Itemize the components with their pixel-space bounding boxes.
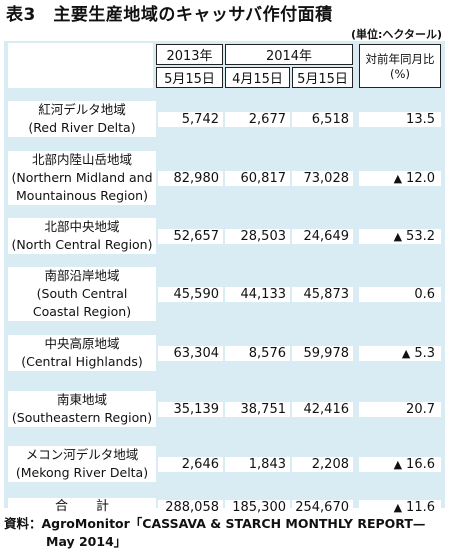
table-row: 北部中央地域 (North Central Region) 52,657 28,503… xyxy=(4,209,445,263)
source-note: 資料：AgroMonitor「CASSAVA & STARCH MONTHLY … xyxy=(4,515,425,551)
region-name-jp: 北部中央地域 xyxy=(44,218,120,234)
value-2014-may: 2,208 xyxy=(292,456,353,472)
ratio-value: 12.0 xyxy=(406,170,435,186)
header-ratio: 対前年同月比(%) xyxy=(359,44,441,88)
region-name-cell: 北部中央地域 (North Central Region) xyxy=(8,217,156,255)
decrease-triangle-icon: ▲ xyxy=(393,457,403,471)
ratio-value: 16.6 xyxy=(406,456,435,472)
decrease-triangle-icon: ▲ xyxy=(401,346,411,360)
total-ratio-cell: ▲ 11.6 xyxy=(359,499,441,515)
table-row: 南部沿岸地域 (South Central Coastal Region) 45,59… xyxy=(4,263,445,325)
value-2014-may: 45,873 xyxy=(292,286,353,302)
total-label: 合計 xyxy=(54,498,137,514)
ratio-cell: 20.7 xyxy=(359,401,441,417)
region-name-en: (Red River Delta) xyxy=(28,120,136,135)
region-name-en: (Southeastern Region) xyxy=(11,410,153,425)
region-name-en: Coastal Region) xyxy=(32,304,132,320)
ratio-value: 53.2 xyxy=(406,228,435,244)
header-year-2014: 2014年 xyxy=(225,44,353,65)
value-2013-may: 2,646 xyxy=(158,456,223,472)
value-2014-may: 59,978 xyxy=(292,345,353,361)
value-2013-may: 5,742 xyxy=(158,111,223,127)
ratio-value: 20.7 xyxy=(406,401,435,417)
value-2013-may: 63,304 xyxy=(158,345,223,361)
region-name-jp: 南東地域 xyxy=(56,391,107,407)
value-2013-may: 35,139 xyxy=(158,401,223,417)
decrease-triangle-icon: ▲ xyxy=(393,500,403,514)
region-name-en: (Northern Midland and xyxy=(11,169,153,185)
ratio-value: 0.6 xyxy=(414,286,435,302)
value-2013-may: 52,657 xyxy=(158,228,223,244)
total-label-cell: 合計 xyxy=(8,497,156,517)
table-row: メコン河デルタ地域 (Mekong River Delta) 2,646 1,843 2… xyxy=(4,437,445,491)
source-line-1: 資料：AgroMonitor「CASSAVA & STARCH MONTHLY … xyxy=(4,516,426,531)
total-ratio-value: 11.6 xyxy=(406,499,435,515)
region-name-jp: メコン河デルタ地域 xyxy=(25,446,139,462)
table-row: 南東地域 (Southeastern Region) 35,139 38,751 42,… xyxy=(4,381,445,437)
header-date-2014-apr: 4月15日 xyxy=(225,67,290,88)
region-name-cell: 紅河デルタ地域 (Red River Delta) xyxy=(8,100,156,138)
value-2014-may: 42,416 xyxy=(292,401,353,417)
region-name-jp: 南部沿岸地域 xyxy=(44,267,120,283)
region-name-jp: 中央高原地域 xyxy=(44,335,120,351)
value-2014-apr: 1,843 xyxy=(225,456,290,472)
total-2014-apr: 185,300 xyxy=(225,499,290,515)
region-name-en: (South Central xyxy=(36,285,128,301)
region-name-jp: 紅河デルタ地域 xyxy=(38,101,126,117)
value-2014-may: 6,518 xyxy=(292,111,353,127)
header-corner-cell xyxy=(4,41,156,91)
region-name-jp: 北部内陸山岳地域 xyxy=(31,151,132,167)
value-2014-apr: 28,503 xyxy=(225,228,290,244)
value-2014-apr: 44,133 xyxy=(225,286,290,302)
value-2014-apr: 8,576 xyxy=(225,345,290,361)
region-name-cell: メコン河デルタ地域 (Mekong River Delta) xyxy=(8,445,156,483)
table-title: 表3 主要生産地域のキャッサバ作付面積 xyxy=(6,5,333,25)
ratio-value: 5.3 xyxy=(414,345,435,361)
header-row-years: 2013年 2014年 対前年同月比(%) xyxy=(4,41,445,88)
value-2014-apr: 38,751 xyxy=(225,401,290,417)
table-row: 中央高原地域 (Central Highlands) 63,304 8,576 59,9… xyxy=(4,325,445,381)
total-row: 合計 288,058 185,300 254,670 ▲ 11.6 xyxy=(4,491,445,524)
cassava-area-table: 2013年 2014年 対前年同月比(%) 5月15日 4月15日 5月15日 … xyxy=(4,41,445,524)
table-row: 北部内陸山岳地域 (Northern Midland and Mountainous… xyxy=(4,147,445,209)
ratio-cell: 0.6 xyxy=(359,286,441,302)
ratio-cell: ▲ 12.0 xyxy=(359,170,441,186)
ratio-cell: 13.5 xyxy=(359,111,441,127)
region-name-en: (Central Highlands) xyxy=(21,354,143,369)
decrease-triangle-icon: ▲ xyxy=(393,229,403,243)
region-name-en: Mountainous Region) xyxy=(16,188,148,204)
ratio-cell: ▲ 16.6 xyxy=(359,456,441,472)
total-2013-may: 288,058 xyxy=(158,499,223,515)
region-name-cell: 中央高原地域 (Central Highlands) xyxy=(8,334,156,372)
ratio-cell: ▲ 5.3 xyxy=(359,345,441,361)
region-name-en: (Mekong River Delta) xyxy=(15,465,149,480)
region-name-cell: 南部沿岸地域 (South Central Coastal Region) xyxy=(8,266,156,322)
decrease-triangle-icon: ▲ xyxy=(393,171,403,185)
source-line-2: May 2014」 xyxy=(46,534,127,550)
ratio-value: 13.5 xyxy=(406,111,435,127)
unit-label: (単位:ヘクタール) xyxy=(350,28,442,41)
header-date-2014-may: 5月15日 xyxy=(292,67,353,88)
value-2014-apr: 60,817 xyxy=(225,170,290,186)
region-name-en: (North Central Region) xyxy=(11,237,153,252)
value-2013-may: 45,590 xyxy=(158,286,223,302)
value-2014-may: 73,028 xyxy=(292,170,353,186)
ratio-cell: ▲ 53.2 xyxy=(359,228,441,244)
region-name-cell: 南東地域 (Southeastern Region) xyxy=(8,390,156,428)
header-row-dates: 5月15日 4月15日 5月15日 xyxy=(4,66,445,91)
value-2013-may: 82,980 xyxy=(158,170,223,186)
region-name-cell: 北部内陸山岳地域 (Northern Midland and Mountainous… xyxy=(8,150,156,206)
table-row: 紅河デルタ地域 (Red River Delta) 5,742 2,677 6,518 1… xyxy=(4,91,445,147)
value-2014-apr: 2,677 xyxy=(225,111,290,127)
header-year-2013: 2013年 xyxy=(156,44,223,65)
value-2014-may: 24,649 xyxy=(292,228,353,244)
total-2014-may: 254,670 xyxy=(292,499,353,515)
header-date-2013-may: 5月15日 xyxy=(156,67,223,88)
